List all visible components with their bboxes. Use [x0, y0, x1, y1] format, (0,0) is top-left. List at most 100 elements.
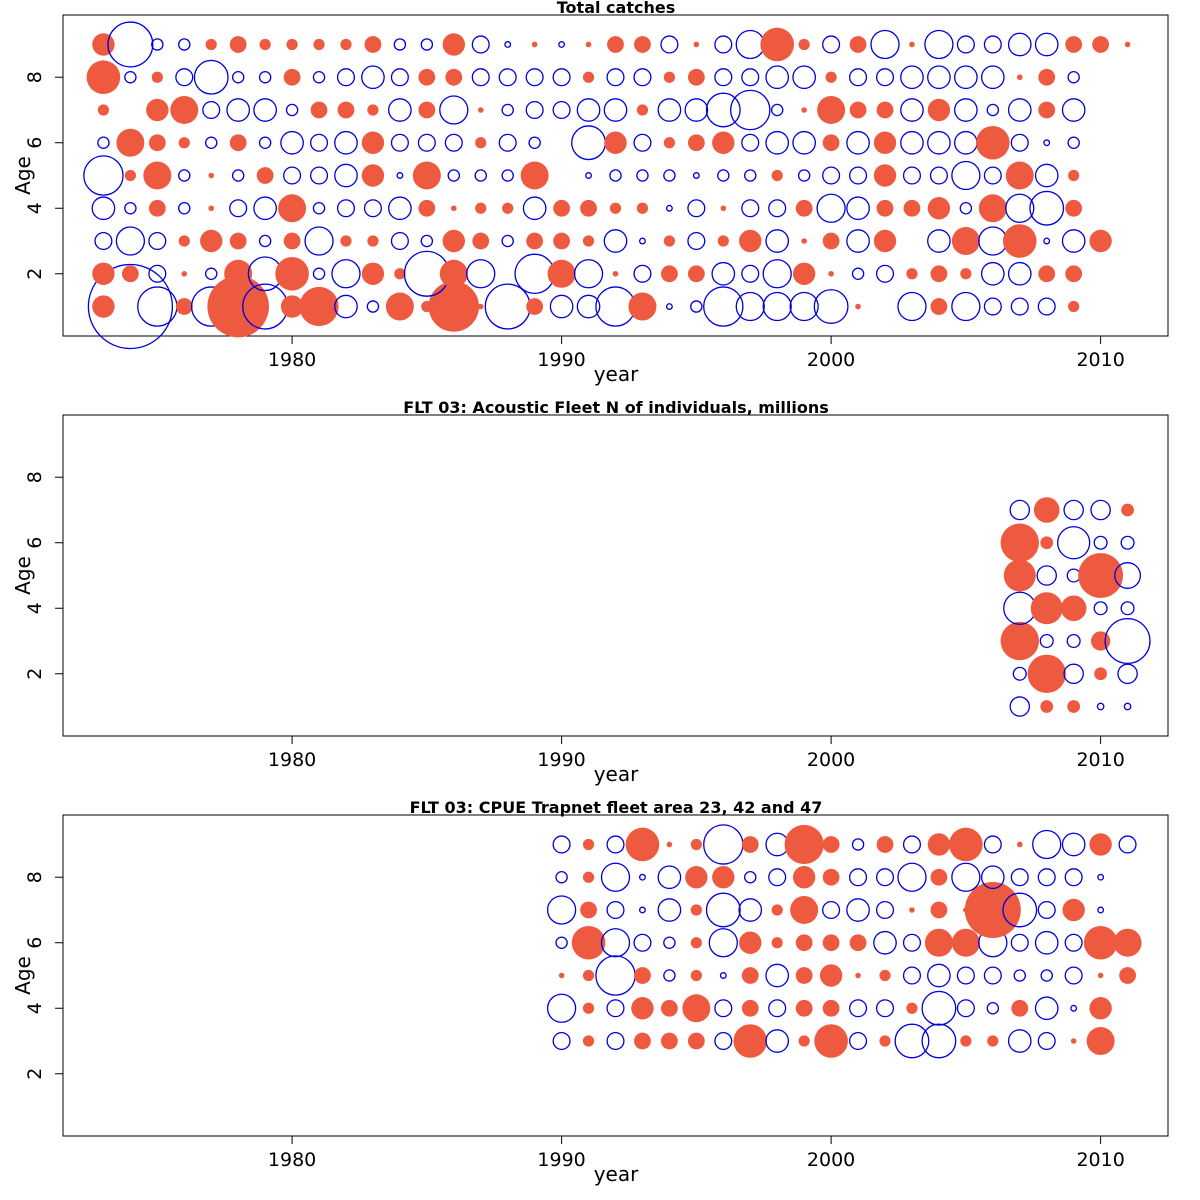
bubble-negative: [1007, 261, 1032, 286]
bubble-negative: [714, 1031, 733, 1051]
bubble-negative: [894, 1023, 930, 1059]
bubble-negative: [902, 966, 922, 985]
panel-title: FLT 03: Acoustic Fleet N of individuals,…: [403, 398, 829, 417]
bubble-negative: [846, 898, 870, 922]
bubble-positive: [825, 71, 837, 83]
bubble-positive: [229, 134, 247, 152]
bubble-negative: [1123, 702, 1132, 711]
bubble-positive: [1068, 169, 1080, 182]
bubble-positive: [814, 1024, 848, 1058]
bubble-negative: [983, 166, 1002, 185]
bubble-positive: [663, 235, 676, 247]
bubble-negative: [231, 169, 245, 182]
bubble-positive: [930, 298, 948, 315]
bubble-positive: [795, 934, 813, 952]
bubble-positive: [1086, 1027, 1115, 1056]
bubble-positive: [585, 41, 592, 48]
bubble-positive: [1091, 631, 1111, 651]
x-tick-label: 1980: [268, 749, 316, 771]
bubble-positive: [1038, 101, 1056, 119]
bubble-positive: [822, 836, 840, 853]
bubble-negative: [851, 267, 865, 281]
bubble-negative: [1013, 969, 1027, 982]
bubble-negative: [366, 300, 380, 313]
bubble-positive: [361, 164, 385, 187]
bubble-positive: [822, 232, 840, 250]
bubble-negative: [902, 166, 922, 185]
bubble-positive: [582, 838, 595, 851]
bubble-negative: [1118, 835, 1137, 854]
bubble-positive: [1002, 224, 1037, 258]
bubble-negative: [765, 963, 790, 988]
y-tick-label: 6: [24, 937, 46, 949]
bubble-positive: [148, 199, 166, 217]
bubble-positive: [340, 38, 352, 51]
bubble-positive: [741, 999, 759, 1017]
bubble-negative: [555, 936, 568, 949]
bubble-positive: [582, 1035, 595, 1047]
bubble-negative: [552, 68, 571, 87]
bubble-negative: [956, 35, 975, 54]
bubble-positive: [526, 298, 544, 315]
bubble-positive: [951, 227, 980, 256]
bubble-positive: [849, 36, 867, 53]
bubble-positive: [822, 934, 840, 952]
bubble-negative: [741, 199, 760, 218]
bubble-positive: [634, 36, 651, 53]
bubble-positive: [445, 68, 463, 86]
bubble-positive: [801, 107, 807, 113]
bubble-positive: [278, 194, 307, 223]
bubble-negative: [253, 98, 277, 122]
bubble-positive: [682, 994, 711, 1023]
bubble-positive: [418, 101, 436, 119]
bubble-negative: [789, 291, 819, 322]
bubble-positive: [634, 1032, 651, 1050]
bubble-positive: [771, 904, 783, 916]
y-tick-label: 8: [24, 71, 46, 83]
bubble-positive: [1124, 41, 1131, 48]
bubble-negative: [471, 35, 490, 54]
bubble-negative: [1010, 297, 1029, 316]
bubble-positive: [790, 895, 819, 924]
bubble-negative: [735, 291, 765, 322]
bubble-negative: [983, 835, 1002, 854]
bubble-negative: [714, 999, 733, 1018]
bubble-negative: [546, 993, 577, 1023]
bubble-positive: [124, 169, 136, 182]
bubble-positive: [687, 134, 705, 152]
bubble-negative: [471, 68, 490, 87]
bubble-positive: [903, 199, 921, 217]
bubble-layer: [83, 21, 1131, 350]
bubble-positive: [1027, 654, 1066, 693]
bubble-positive: [1011, 999, 1029, 1017]
bubble-positive: [472, 232, 490, 250]
bubble-positive: [1060, 595, 1087, 622]
bubble-negative: [849, 166, 868, 185]
bubble-positive: [1040, 700, 1054, 713]
bubble-negative: [1034, 32, 1059, 57]
bubble-negative: [444, 133, 463, 152]
bubble-positive: [571, 925, 606, 960]
bubble-negative: [1061, 98, 1086, 122]
bubble-positive: [687, 265, 705, 283]
bubble-negative: [900, 130, 924, 155]
bubble-negative: [1097, 906, 1105, 914]
bubble-positive: [361, 262, 385, 285]
bubble-negative: [87, 263, 174, 350]
bubble-negative: [148, 264, 167, 283]
bubble-positive: [798, 1035, 810, 1047]
bubble-positive: [720, 205, 727, 212]
x-tick-label: 1990: [537, 1149, 585, 1171]
bubble-negative: [334, 294, 358, 319]
bubble-positive: [717, 235, 729, 247]
bubble-negative: [849, 999, 868, 1018]
bubble-negative: [875, 264, 895, 283]
bubble-positive: [283, 68, 301, 86]
bubble-negative: [792, 130, 817, 155]
y-tick-label: 6: [24, 137, 46, 149]
y-axis-label: Age: [11, 956, 35, 995]
bubble-negative: [546, 895, 577, 925]
bubble-positive: [798, 38, 810, 51]
bubble-negative: [687, 199, 706, 218]
bubble-positive: [275, 256, 309, 291]
